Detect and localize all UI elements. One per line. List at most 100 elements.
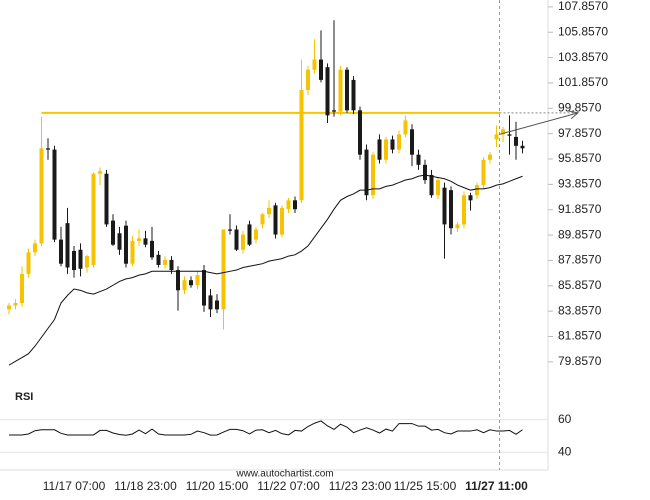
y-tick-label: 99.8570 (558, 100, 602, 114)
candle-body (176, 270, 180, 291)
y-tick-label: 79.8570 (558, 354, 602, 368)
rsi-tick-label: 60 (558, 412, 572, 426)
candle-body (267, 207, 271, 215)
candle-body (260, 214, 265, 225)
candle-body (475, 185, 479, 196)
candle-body (195, 275, 200, 286)
candle-body (98, 171, 102, 174)
candle-body (371, 154, 375, 196)
rsi-line (9, 420, 523, 436)
candle-body (286, 200, 291, 210)
candle-body (384, 139, 388, 160)
candle-body (117, 233, 122, 250)
candle-body (358, 110, 362, 155)
candle-body (7, 305, 11, 310)
candle-body (449, 190, 453, 229)
candle-body (299, 90, 304, 201)
candle-body (111, 220, 115, 245)
y-tick-label: 105.8570 (558, 24, 608, 38)
y-tick-label: 87.8570 (558, 253, 602, 267)
candle-body (319, 59, 323, 80)
y-tick-label: 81.8570 (558, 329, 602, 343)
candle-body (33, 243, 37, 253)
y-tick-label: 89.8570 (558, 227, 602, 241)
x-tick-label: 11/23 23:00 (329, 479, 392, 493)
y-tick-label: 103.8570 (558, 50, 608, 64)
candle-body (52, 149, 57, 240)
candle-body (410, 129, 414, 155)
candle-body (78, 249, 83, 269)
candle-body (397, 134, 401, 150)
y-tick-label: 93.8570 (558, 177, 602, 191)
candle-body (306, 69, 310, 91)
candle-body (26, 252, 31, 274)
y-tick-label: 83.8570 (558, 303, 602, 317)
moving-average (8, 174, 523, 366)
x-tick-label: 11/22 07:00 (257, 479, 320, 493)
candle-body (65, 223, 70, 268)
candle-body (254, 229, 258, 240)
candle-body (124, 225, 128, 264)
candle-body (59, 239, 63, 264)
y-tick-label: 85.8570 (558, 278, 602, 292)
candle-body (351, 79, 356, 111)
candle-body (442, 187, 447, 225)
x-tick-label: 11/17 07:00 (43, 479, 106, 493)
rsi-tick-label: 40 (558, 444, 572, 458)
y-tick-label: 97.8570 (558, 126, 602, 140)
candle-body (39, 148, 44, 244)
candle-body (137, 238, 141, 241)
y-tick-label: 95.8570 (558, 151, 602, 165)
candle-body (364, 149, 369, 196)
candle-body (104, 173, 109, 225)
x-tick-label: 11/18 23:00 (114, 479, 177, 493)
candle-body (143, 238, 148, 245)
x-tick-label: 11/27 11:00 (465, 479, 528, 493)
candle-body (130, 240, 135, 264)
candle-body (390, 139, 395, 150)
candle-body (488, 154, 492, 160)
candle-body (462, 195, 466, 225)
candle-body (182, 280, 187, 291)
candle-body (208, 295, 213, 310)
candle-body (247, 224, 252, 245)
candle-body (345, 69, 349, 111)
candle-body (494, 134, 499, 140)
candle-body (429, 174, 434, 196)
candle-body (273, 205, 278, 235)
candle-body (468, 195, 473, 201)
candle-body (241, 234, 245, 250)
candle-body (403, 120, 408, 135)
candle-body (202, 270, 206, 306)
candle-body (416, 154, 421, 165)
candle-body (20, 273, 24, 304)
candle-body (150, 240, 154, 258)
candle-body (455, 224, 460, 229)
candle-body (520, 145, 525, 149)
candle-body (169, 259, 174, 271)
candle-body (312, 59, 317, 70)
x-tick-label: 11/20 15:00 (186, 479, 249, 493)
candle-body (332, 110, 336, 112)
projection-arrowhead (569, 110, 580, 120)
candle-body (325, 67, 330, 116)
candle-body (280, 207, 284, 235)
candle-body (481, 159, 486, 186)
projection-arrow (499, 112, 579, 135)
candle-body (46, 148, 50, 150)
candle-body (234, 229, 239, 250)
candle-body (423, 164, 427, 181)
candle-body (163, 259, 167, 265)
rsi-label: RSI (15, 391, 33, 403)
y-tick-label: 91.8570 (558, 202, 602, 216)
candle-body (507, 134, 512, 136)
candle-body (338, 69, 343, 112)
candle-body (228, 229, 232, 231)
candle-body (189, 280, 193, 286)
candle-body (221, 229, 226, 310)
candle-body (293, 200, 297, 210)
candle-body (377, 139, 382, 160)
source: www.autochartist.com (235, 469, 333, 480)
candle-body (215, 300, 219, 310)
